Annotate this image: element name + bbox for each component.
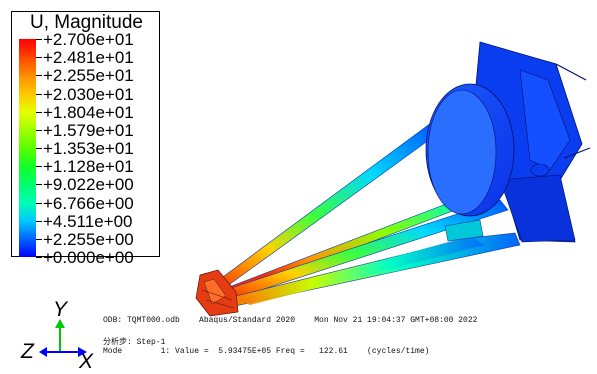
legend-swatch bbox=[19, 202, 36, 222]
legend-value-label: +4.511e+00 bbox=[43, 211, 133, 231]
legend-value-label: +2.481e+01 bbox=[43, 48, 134, 68]
legend-tick bbox=[36, 39, 42, 40]
legend-title: U, Magnitude bbox=[29, 12, 143, 33]
axis-z-label: Z bbox=[21, 340, 34, 363]
legend-swatch bbox=[19, 111, 36, 131]
legend-value-label: +2.255e+00 bbox=[43, 229, 134, 249]
base-frame-rail bbox=[238, 236, 485, 305]
primary-mirror-housing bbox=[425, 41, 591, 243]
legend-tick bbox=[36, 238, 42, 240]
legend-tick bbox=[36, 129, 42, 131]
legend-value-label: +1.128e+01 bbox=[43, 157, 134, 177]
legend-swatch bbox=[19, 148, 36, 167]
legend-tick bbox=[36, 148, 42, 149]
legend-swatch bbox=[19, 57, 36, 76]
frame-block bbox=[444, 219, 484, 242]
legend-tick bbox=[36, 257, 42, 258]
legend-value-label: +0.000e+00 bbox=[43, 248, 134, 267]
axis-y-label: Y bbox=[53, 298, 68, 321]
secondary-mirror-mount bbox=[195, 269, 239, 317]
legend-tick bbox=[36, 111, 42, 113]
axis-triad-arrows bbox=[39, 319, 87, 357]
axis-x-label: X bbox=[79, 350, 94, 373]
legend-color-bar bbox=[19, 39, 36, 258]
legend-value-label: +6.766e+00 bbox=[43, 193, 134, 213]
contour-legend: U, Magnitude +2.706e+01 +2.481e+01 +2.255e… bbox=[11, 11, 160, 266]
mode-info-line: Mode 1: Value = 5.93475E+05 Freq = 122.6… bbox=[103, 347, 430, 356]
legend-swatch bbox=[19, 184, 36, 203]
axis-triad: Y Z X bbox=[20, 298, 100, 373]
legend-swatch bbox=[19, 166, 36, 185]
legend-swatch bbox=[19, 93, 36, 113]
odb-info-line: ODB: TQMT000.odb Abaqus/Standard 2020 Mo… bbox=[103, 316, 478, 325]
legend-value-label: +1.579e+01 bbox=[43, 120, 134, 140]
legend-swatch bbox=[19, 39, 36, 58]
legend-tick bbox=[36, 202, 42, 204]
legend-swatch bbox=[19, 129, 36, 149]
legend-tick bbox=[36, 220, 42, 222]
legend-value-label: +2.255e+01 bbox=[43, 66, 134, 86]
legend-value-label: +1.353e+01 bbox=[43, 139, 134, 158]
legend-tick bbox=[36, 93, 42, 95]
legend-swatch bbox=[19, 220, 36, 240]
legend-value-label: +2.030e+01 bbox=[43, 84, 134, 104]
step-info-line: 分析步: Step-1 bbox=[103, 338, 166, 347]
legend-value-label: +9.022e+00 bbox=[43, 175, 134, 195]
legend-swatch bbox=[19, 238, 36, 258]
legend-value-label: +1.804e+01 bbox=[43, 102, 134, 122]
legend-swatch bbox=[19, 75, 36, 94]
legend-tick bbox=[36, 166, 42, 168]
legend-value-label: +2.706e+01 bbox=[43, 30, 134, 49]
legend-tick bbox=[36, 75, 42, 77]
legend-tick bbox=[36, 57, 42, 59]
legend-tick bbox=[36, 184, 42, 186]
analysis-info: ODB: TQMT000.odb Abaqus/Standard 2020 Mo… bbox=[103, 316, 477, 356]
